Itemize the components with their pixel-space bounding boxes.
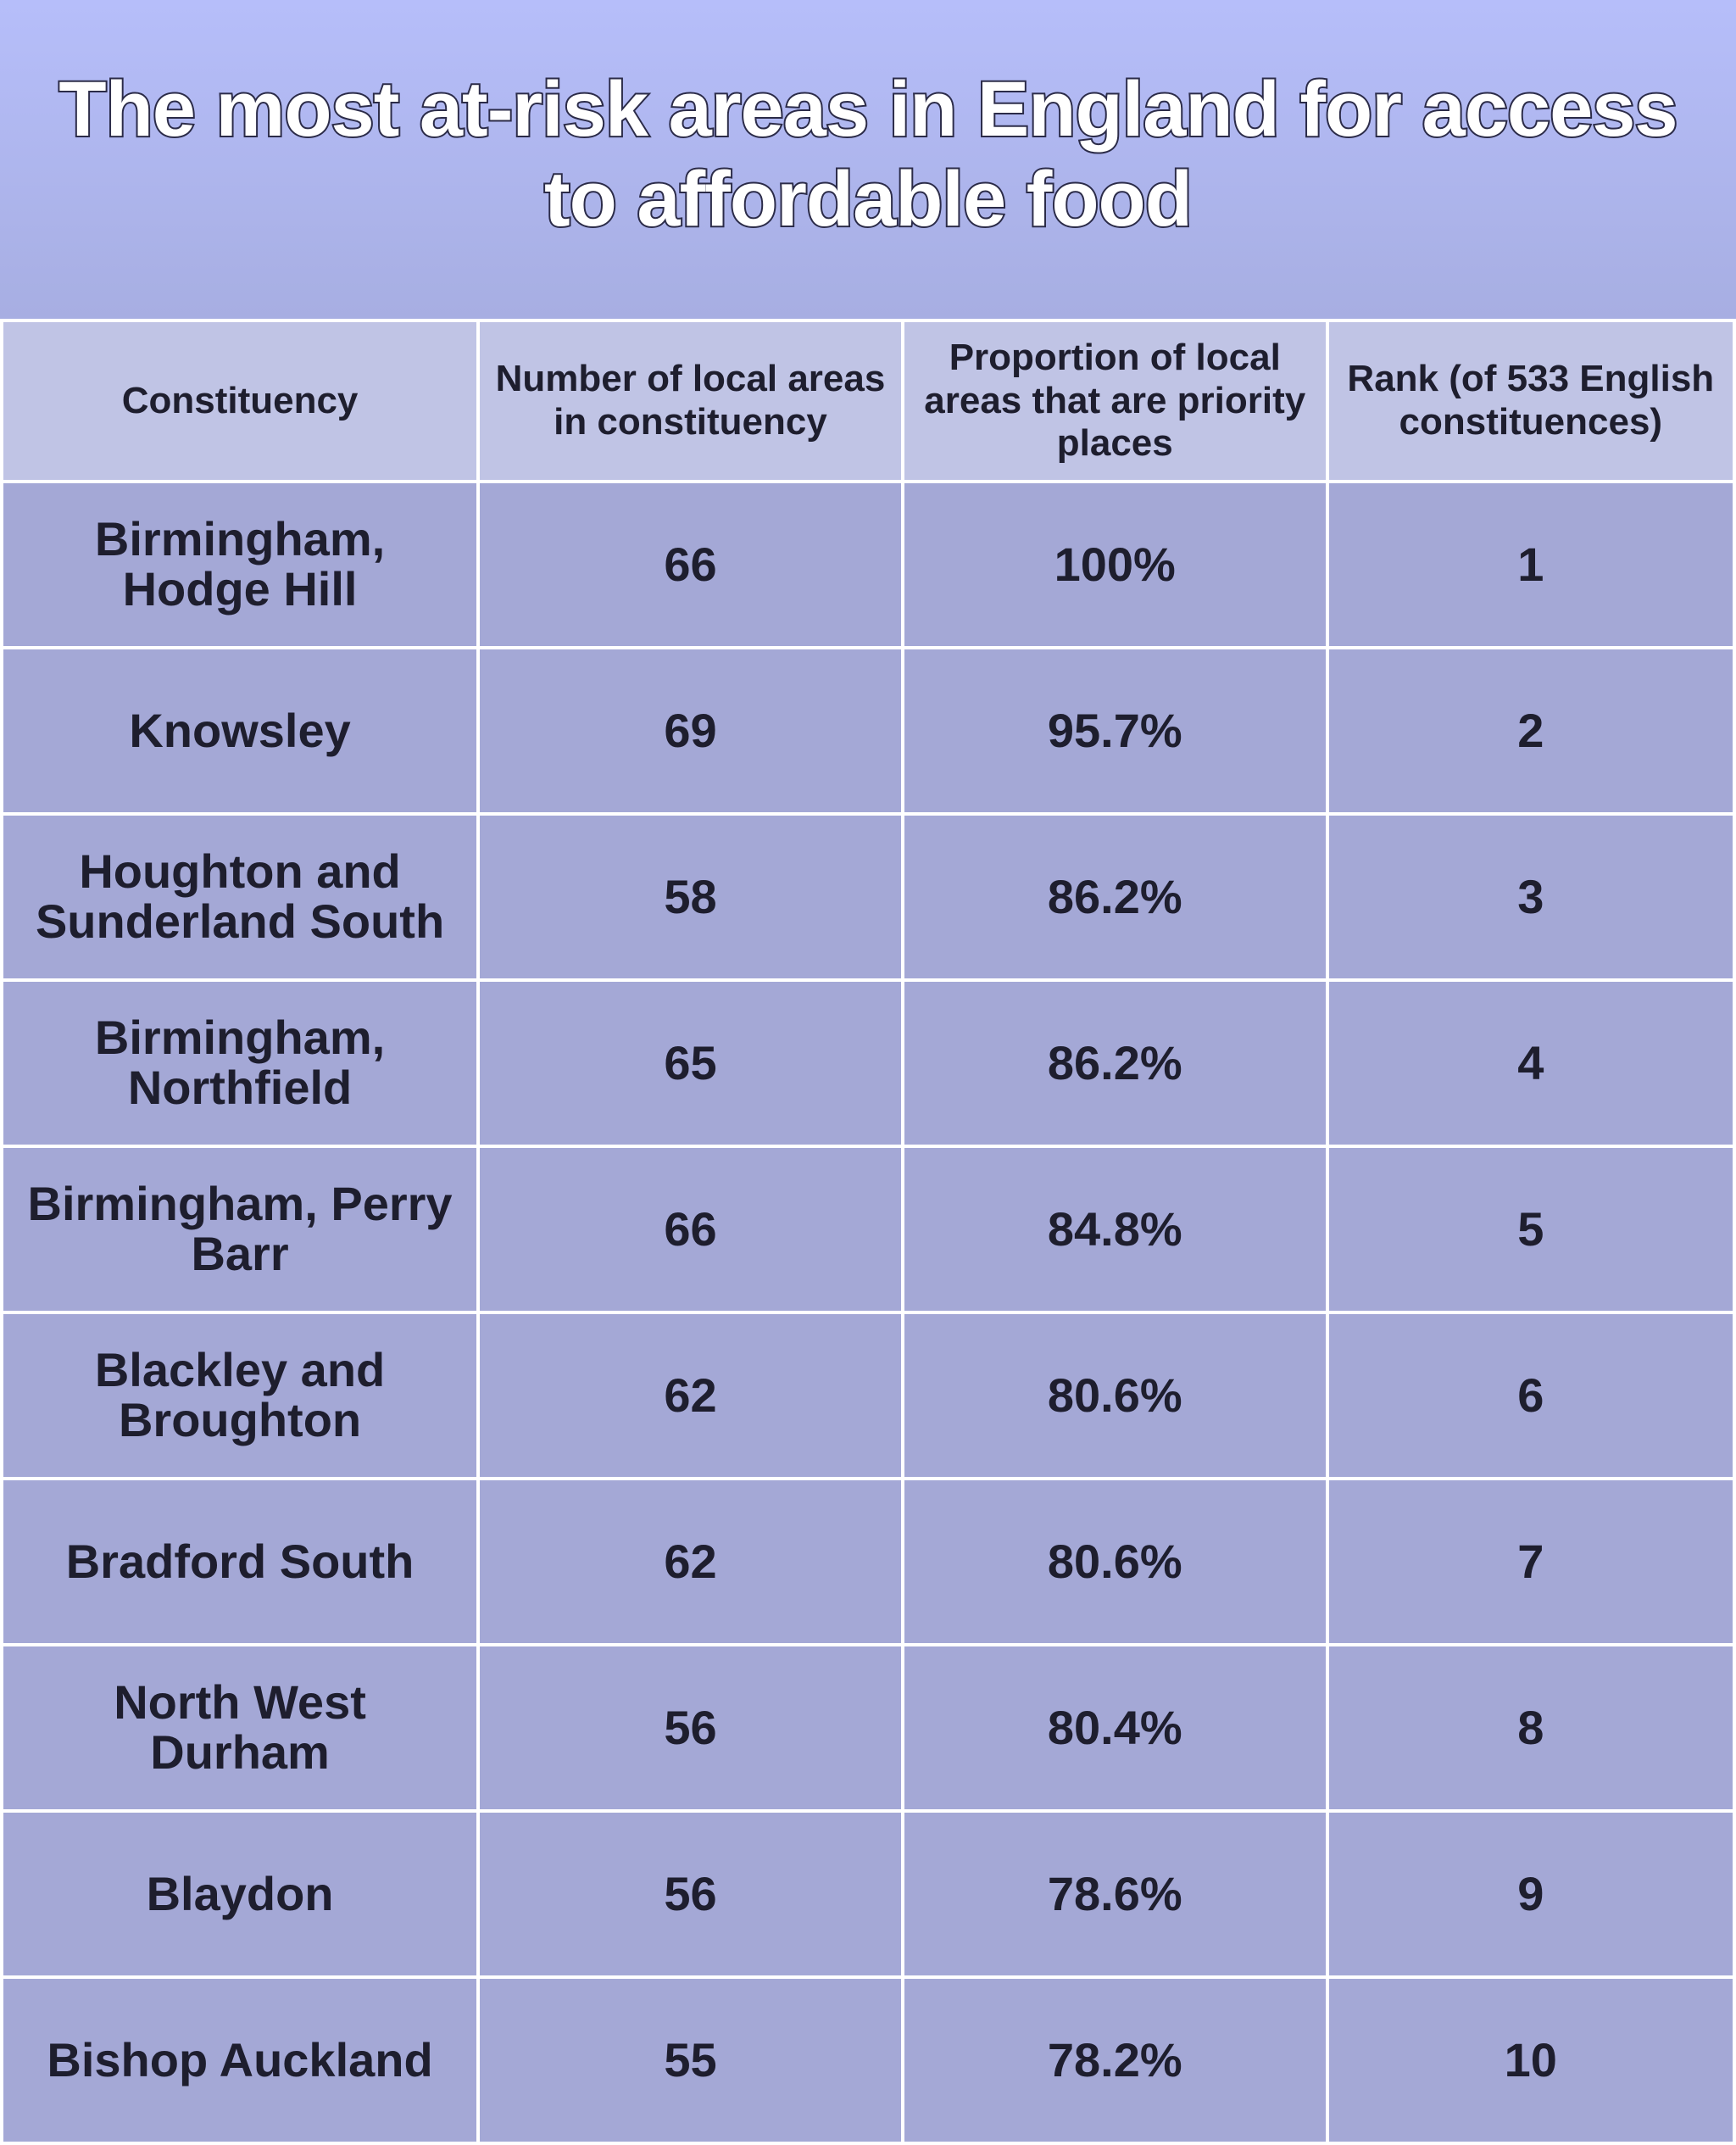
cell-local-areas: 69	[478, 648, 903, 814]
cell-proportion: 84.8%	[903, 1146, 1327, 1312]
title-band: The most at-risk areas in England for ac…	[0, 0, 1736, 319]
cell-rank: 5	[1327, 1146, 1734, 1312]
table-row: Birmingham, Northfield 65 86.2% 4	[2, 980, 1734, 1146]
table-head: Constituency Number of local areas in co…	[2, 320, 1734, 482]
cell-local-areas: 66	[478, 1146, 903, 1312]
cell-constituency: Birmingham, Northfield	[2, 980, 478, 1146]
cell-rank: 8	[1327, 1645, 1734, 1811]
cell-constituency: Bradford South	[2, 1479, 478, 1645]
cell-constituency: Blaydon	[2, 1811, 478, 1977]
cell-local-areas: 62	[478, 1479, 903, 1645]
cell-proportion: 95.7%	[903, 648, 1327, 814]
table-row: Knowsley 69 95.7% 2	[2, 648, 1734, 814]
table-row: Blackley and Broughton 62 80.6% 6	[2, 1312, 1734, 1479]
table-body: Birmingham, Hodge Hill 66 100% 1 Knowsle…	[2, 482, 1734, 2143]
cell-rank: 10	[1327, 1977, 1734, 2143]
cell-local-areas: 66	[478, 482, 903, 648]
page-title: The most at-risk areas in England for ac…	[51, 65, 1685, 245]
cell-rank: 9	[1327, 1811, 1734, 1977]
table-row: Bradford South 62 80.6% 7	[2, 1479, 1734, 1645]
cell-rank: 4	[1327, 980, 1734, 1146]
cell-proportion: 80.6%	[903, 1312, 1327, 1479]
infographic-wrap: The most at-risk areas in England for ac…	[0, 0, 1736, 2145]
cell-rank: 6	[1327, 1312, 1734, 1479]
table-row: Bishop Auckland 55 78.2% 10	[2, 1977, 1734, 2143]
cell-rank: 3	[1327, 814, 1734, 980]
cell-constituency: Birmingham, Hodge Hill	[2, 482, 478, 648]
cell-proportion: 78.2%	[903, 1977, 1327, 2143]
table-header-row: Constituency Number of local areas in co…	[2, 320, 1734, 482]
table-row: Birmingham, Perry Barr 66 84.8% 5	[2, 1146, 1734, 1312]
cell-proportion: 100%	[903, 482, 1327, 648]
cell-proportion: 78.6%	[903, 1811, 1327, 1977]
cell-constituency: Knowsley	[2, 648, 478, 814]
cell-constituency: Houghton and Sunderland South	[2, 814, 478, 980]
cell-local-areas: 62	[478, 1312, 903, 1479]
cell-local-areas: 56	[478, 1645, 903, 1811]
cell-local-areas: 58	[478, 814, 903, 980]
cell-local-areas: 65	[478, 980, 903, 1146]
data-table: Constituency Number of local areas in co…	[0, 319, 1736, 2145]
cell-proportion: 80.6%	[903, 1479, 1327, 1645]
table-row: Houghton and Sunderland South 58 86.2% 3	[2, 814, 1734, 980]
col-header-constituency: Constituency	[2, 320, 478, 482]
table-row: North West Durham 56 80.4% 8	[2, 1645, 1734, 1811]
cell-local-areas: 55	[478, 1977, 903, 2143]
col-header-proportion: Proportion of local areas that are prior…	[903, 320, 1327, 482]
cell-constituency: North West Durham	[2, 1645, 478, 1811]
cell-proportion: 86.2%	[903, 980, 1327, 1146]
col-header-rank: Rank (of 533 English constituences)	[1327, 320, 1734, 482]
cell-proportion: 86.2%	[903, 814, 1327, 980]
cell-constituency: Birmingham, Perry Barr	[2, 1146, 478, 1312]
table-row: Birmingham, Hodge Hill 66 100% 1	[2, 482, 1734, 648]
cell-rank: 1	[1327, 482, 1734, 648]
cell-local-areas: 56	[478, 1811, 903, 1977]
col-header-local-areas: Number of local areas in constituency	[478, 320, 903, 482]
cell-proportion: 80.4%	[903, 1645, 1327, 1811]
cell-rank: 2	[1327, 648, 1734, 814]
cell-constituency: Blackley and Broughton	[2, 1312, 478, 1479]
cell-rank: 7	[1327, 1479, 1734, 1645]
cell-constituency: Bishop Auckland	[2, 1977, 478, 2143]
table-row: Blaydon 56 78.6% 9	[2, 1811, 1734, 1977]
